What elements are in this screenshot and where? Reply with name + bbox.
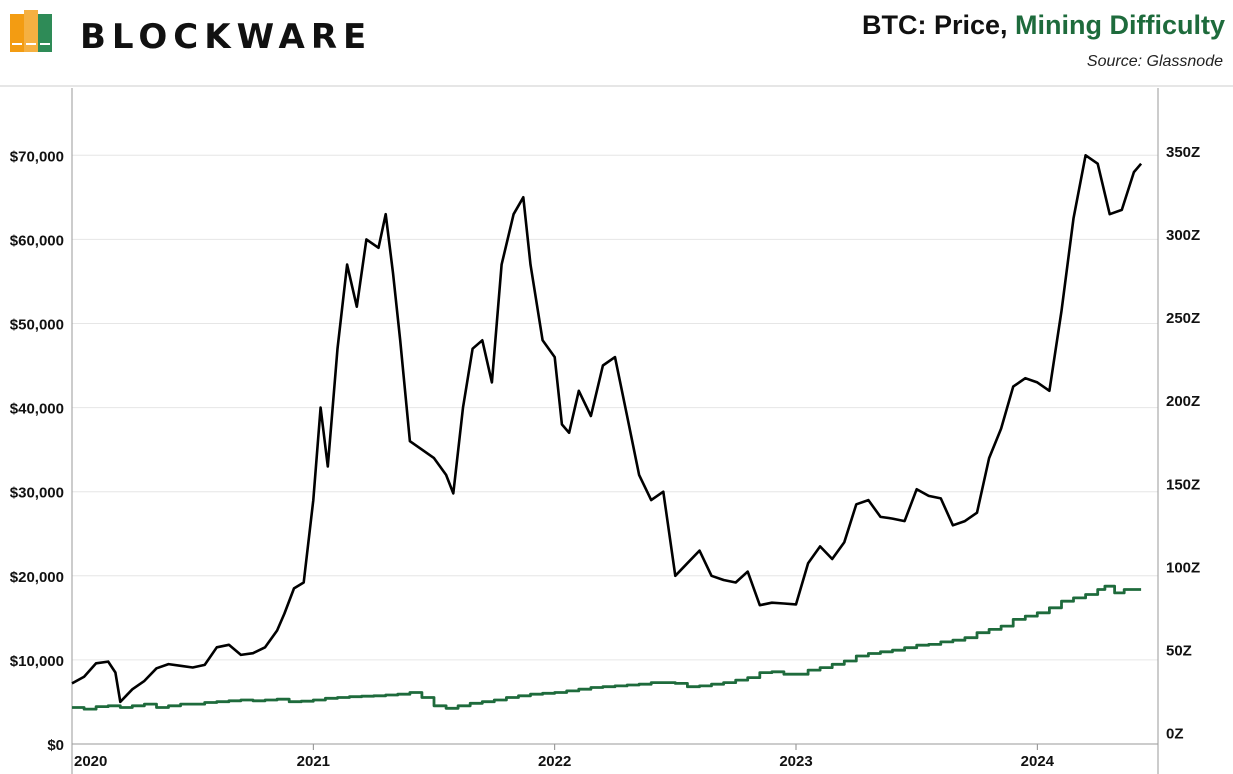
y-right-tick-label: 300Z [1166, 227, 1200, 244]
y-right-tick-label: 0Z [1166, 725, 1184, 742]
blockware-logo-icon [10, 10, 52, 52]
chart-source: Source: Glassnode [1087, 53, 1223, 70]
axes [71, 88, 1159, 774]
difficulty-line [72, 584, 1142, 711]
y-left-tick-label: $70,000 [10, 148, 64, 165]
tick-labels: $0 $10,000 $20,000 $30,000 $40,000 $50,000 $60… [10, 144, 1200, 770]
y-left-tick-label: $50,000 [10, 316, 64, 333]
chart-title: BTC: Price, Mining Difficulty [862, 10, 1225, 40]
x-tick-label: 2023 [779, 753, 812, 770]
series-lines [71, 154, 1143, 711]
title-prefix: BTC: Price, [862, 10, 1015, 40]
x-tick-label: 2024 [1021, 753, 1055, 770]
title-highlight: Mining Difficulty [1015, 10, 1225, 40]
gridlines [72, 154, 1158, 745]
price-line [71, 154, 1143, 704]
y-right-tick-label: 150Z [1166, 476, 1200, 493]
y-right-tick-label: 200Z [1166, 393, 1200, 410]
y-left-tick-label: $20,000 [10, 569, 64, 586]
y-right-tick-label: 100Z [1166, 559, 1200, 576]
y-right-tick-label: 50Z [1166, 642, 1192, 659]
y-left-tick-label: $60,000 [10, 232, 64, 249]
y-left-tick-label: $30,000 [10, 485, 64, 502]
x-tick-label: 2021 [297, 753, 330, 770]
y-right-tick-label: 350Z [1166, 144, 1200, 161]
y-left-tick-label: $40,000 [10, 401, 64, 418]
brand-name: BLOCKWARE [80, 17, 372, 57]
x-tick-label: 2020 [74, 753, 107, 770]
x-tick-label: 2022 [538, 753, 571, 770]
y-left-tick-label: $10,000 [10, 653, 64, 670]
y-right-tick-label: 250Z [1166, 310, 1200, 327]
y-left-tick-label: $0 [47, 737, 64, 754]
